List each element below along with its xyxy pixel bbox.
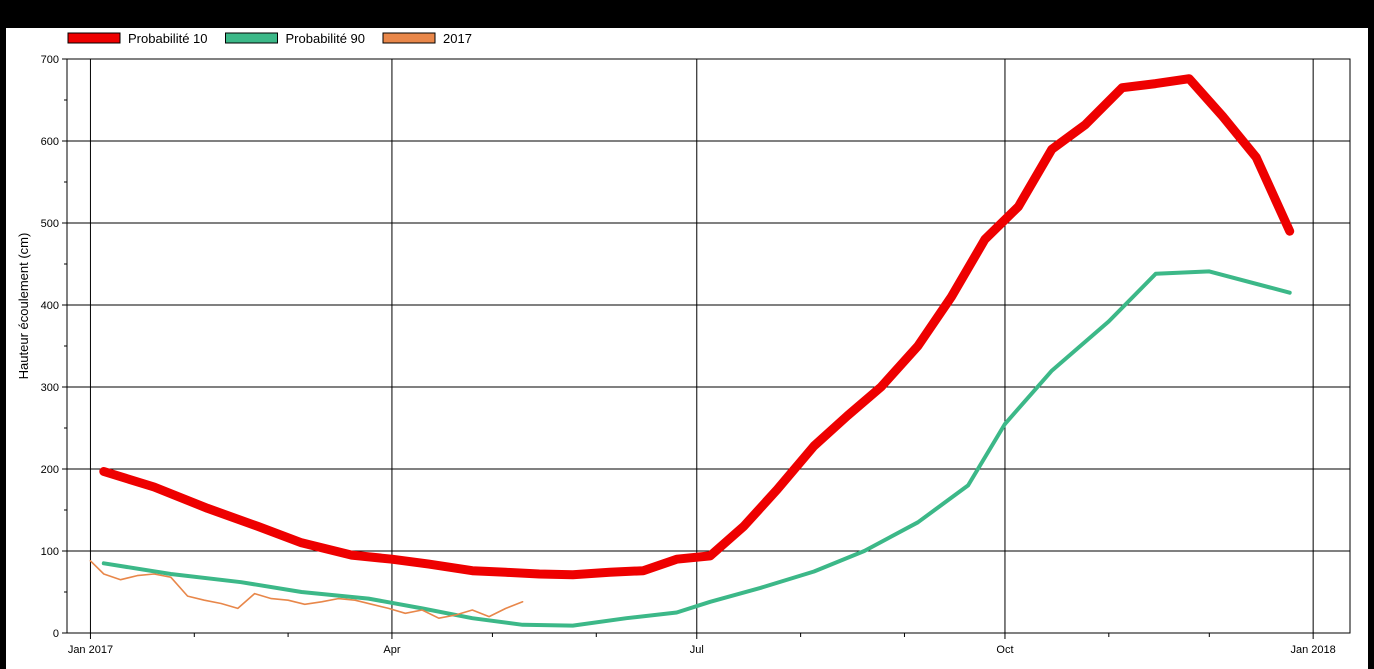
plot-area — [66, 58, 1351, 634]
line-chart: 0 100 200 300 400 500 600 700 Jan 2017 Apr Jul Oct J… — [16, 31, 1351, 656]
legend: Probabilité 10 Probabilité 90 2017 — [67, 31, 472, 46]
legend-label-3: 2017 — [443, 31, 472, 46]
series-line-2 — [101, 269, 1292, 628]
legend-swatch-3 — [382, 32, 436, 44]
y-tick-label: 300 — [41, 382, 59, 394]
y-tick-label: 200 — [41, 464, 59, 476]
series-line-3 — [89, 559, 524, 620]
y-tick-label: 400 — [41, 300, 59, 312]
legend-label-1: Probabilité 10 — [128, 31, 208, 46]
y-tick-label: 100 — [41, 546, 59, 558]
grid — [67, 58, 1350, 633]
y-tick-label: 600 — [41, 136, 59, 148]
x-tick-label: Apr — [383, 644, 400, 656]
x-tick-label: Jul — [690, 644, 704, 656]
y-tick-label: 0 — [53, 628, 59, 640]
x-tick-label: Jan 2018 — [1291, 644, 1336, 656]
legend-swatch-1 — [67, 32, 121, 44]
x-tick-label: Oct — [996, 644, 1013, 656]
x-tick-label: Jan 2017 — [68, 644, 113, 656]
legend-label-2: Probabilité 90 — [286, 31, 366, 46]
axes: 0 100 200 300 400 500 600 700 Jan 2017 Apr Jul Oct J… — [41, 54, 1336, 656]
series-lines — [89, 74, 1295, 628]
series-line-1 — [99, 74, 1295, 580]
y-tick-label: 700 — [41, 54, 59, 66]
chart-frame: 0 100 200 300 400 500 600 700 Jan 2017 Apr Jul Oct J… — [6, 28, 1368, 669]
y-axis-label: Hauteur écoulement (cm) — [16, 233, 31, 380]
legend-swatch-2 — [225, 32, 278, 44]
y-tick-label: 500 — [41, 218, 59, 230]
